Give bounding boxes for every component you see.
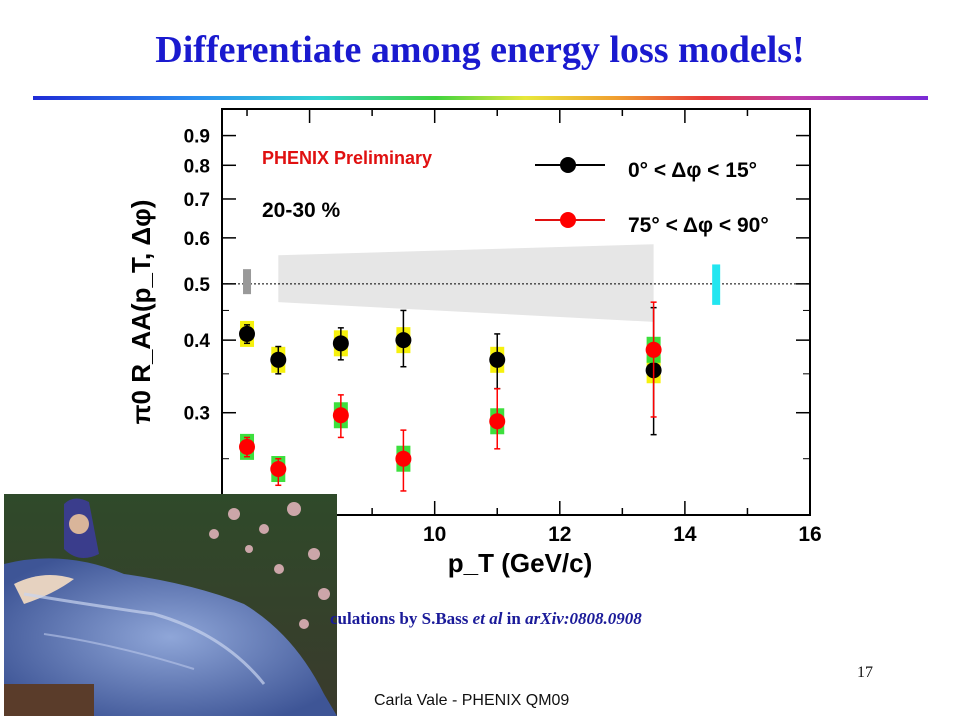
page-number: 17 xyxy=(857,664,873,681)
y-tick-label-4: 0.7 xyxy=(184,190,210,211)
caption-in: in xyxy=(502,609,526,628)
data-point-s0-3 xyxy=(395,332,412,349)
x-tick-label-4: 16 xyxy=(798,523,821,546)
caption-et-al: et al xyxy=(472,609,503,628)
slide-title: Differentiate among energy loss models! xyxy=(155,29,805,71)
caption-arxiv-ref: arXiv:0808.0908 xyxy=(525,609,642,628)
x-axis-label: p_T (GeV/c) xyxy=(448,548,592,578)
model-band-layer xyxy=(278,244,654,322)
y-tick-label-3: 0.6 xyxy=(184,229,210,250)
y-tick-label-2: 0.5 xyxy=(184,275,211,296)
data-point-s1-1 xyxy=(270,461,287,478)
caption-text: culations by S.Bass xyxy=(330,609,473,628)
svg-text:π0 R_AA(p_T, Δφ): π0 R_AA(p_T, Δφ) xyxy=(126,200,156,425)
data-point-s1-4 xyxy=(489,413,506,430)
y-tick-label-1: 0.4 xyxy=(184,331,211,352)
data-point-s0-2 xyxy=(332,335,349,352)
global-error-bar-0 xyxy=(243,269,252,295)
model-calculations-caption: culations by S.Bass et al in arXiv:0808.… xyxy=(330,609,642,629)
data-point-s1-5 xyxy=(645,341,662,358)
y-tick-label-5: 0.8 xyxy=(184,156,210,177)
legend-label-1: 75° < Δφ < 90° xyxy=(628,214,769,237)
painting-image xyxy=(4,494,337,716)
x-tick-label-2: 12 xyxy=(548,523,571,546)
legend-marker-1 xyxy=(560,212,576,228)
painting-icon xyxy=(4,494,337,716)
data-point-s0-0 xyxy=(239,325,256,342)
model-band xyxy=(278,244,654,322)
y-tick-label-0: 0.3 xyxy=(184,404,210,425)
y-tick-label-6: 0.9 xyxy=(184,127,210,148)
legend-marker-0 xyxy=(560,157,576,173)
footer-text: Carla Vale - PHENIX QM09 xyxy=(374,692,570,709)
x-tick-label-3: 14 xyxy=(673,523,697,546)
series-layer xyxy=(239,301,662,492)
data-point-s0-1 xyxy=(270,351,287,368)
title-underline xyxy=(33,96,928,100)
data-point-s1-3 xyxy=(395,450,412,467)
preliminary-label: PHENIX Preliminary xyxy=(262,148,432,168)
data-point-s1-0 xyxy=(239,438,256,455)
legend: 0° < Δφ < 15° 75° < Δφ < 90° xyxy=(535,157,769,237)
global-error-bar-1 xyxy=(712,264,721,305)
legend-label-0: 0° < Δφ < 15° xyxy=(628,159,757,182)
global-error-layer xyxy=(243,264,721,305)
data-point-s0-4 xyxy=(489,351,506,368)
centrality-label: 20-30 % xyxy=(262,199,341,222)
x-tick-label-1: 10 xyxy=(423,523,446,546)
axis-ticks: 0.30.40.50.60.70.80.9810121416 xyxy=(184,109,822,546)
data-point-s1-2 xyxy=(332,407,349,424)
y-axis-label: π0 R_AA(p_T, Δφ) xyxy=(126,200,156,425)
